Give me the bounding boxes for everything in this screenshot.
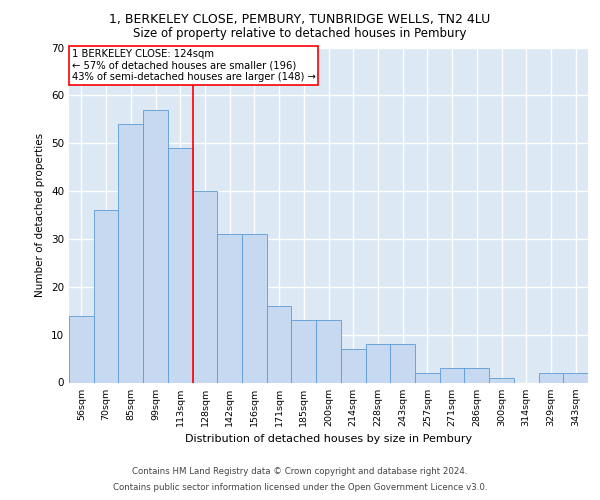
Bar — [390, 344, 415, 383]
Y-axis label: Number of detached properties: Number of detached properties — [35, 133, 46, 297]
Bar — [489, 378, 514, 382]
Bar — [217, 234, 242, 382]
Bar — [193, 191, 217, 382]
Bar — [69, 316, 94, 382]
Bar — [118, 124, 143, 382]
Bar — [563, 373, 588, 382]
Text: 1, BERKELEY CLOSE, PEMBURY, TUNBRIDGE WELLS, TN2 4LU: 1, BERKELEY CLOSE, PEMBURY, TUNBRIDGE WE… — [109, 12, 491, 26]
Bar — [341, 349, 365, 382]
Bar — [539, 373, 563, 382]
Bar — [365, 344, 390, 383]
Bar — [440, 368, 464, 382]
Bar — [94, 210, 118, 382]
Text: Size of property relative to detached houses in Pembury: Size of property relative to detached ho… — [133, 28, 467, 40]
Bar — [267, 306, 292, 382]
Text: Contains public sector information licensed under the Open Government Licence v3: Contains public sector information licen… — [113, 484, 487, 492]
Text: 1 BERKELEY CLOSE: 124sqm
← 57% of detached houses are smaller (196)
43% of semi-: 1 BERKELEY CLOSE: 124sqm ← 57% of detach… — [71, 49, 316, 82]
Text: Contains HM Land Registry data © Crown copyright and database right 2024.: Contains HM Land Registry data © Crown c… — [132, 467, 468, 476]
Bar — [242, 234, 267, 382]
Bar — [292, 320, 316, 382]
Bar — [464, 368, 489, 382]
Bar — [168, 148, 193, 382]
Bar — [143, 110, 168, 382]
Bar — [316, 320, 341, 382]
Bar — [415, 373, 440, 382]
X-axis label: Distribution of detached houses by size in Pembury: Distribution of detached houses by size … — [185, 434, 472, 444]
